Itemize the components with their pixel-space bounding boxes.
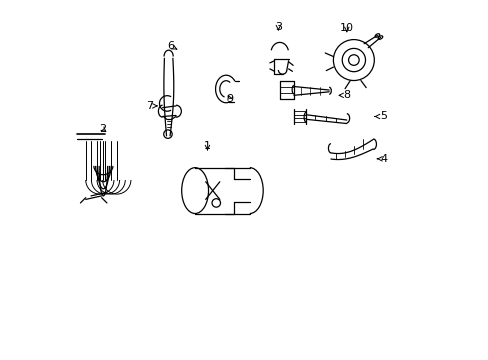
Text: 7: 7 — [146, 101, 157, 111]
Text: 2: 2 — [99, 124, 106, 134]
Text: 3: 3 — [274, 22, 281, 32]
Text: 10: 10 — [339, 23, 353, 33]
Text: 6: 6 — [166, 41, 177, 51]
Ellipse shape — [374, 34, 379, 37]
Text: 9: 9 — [225, 94, 233, 104]
Text: 5: 5 — [374, 112, 386, 121]
Text: 8: 8 — [338, 90, 350, 100]
Ellipse shape — [377, 36, 382, 39]
Text: 4: 4 — [377, 154, 386, 164]
Text: 1: 1 — [203, 141, 210, 152]
